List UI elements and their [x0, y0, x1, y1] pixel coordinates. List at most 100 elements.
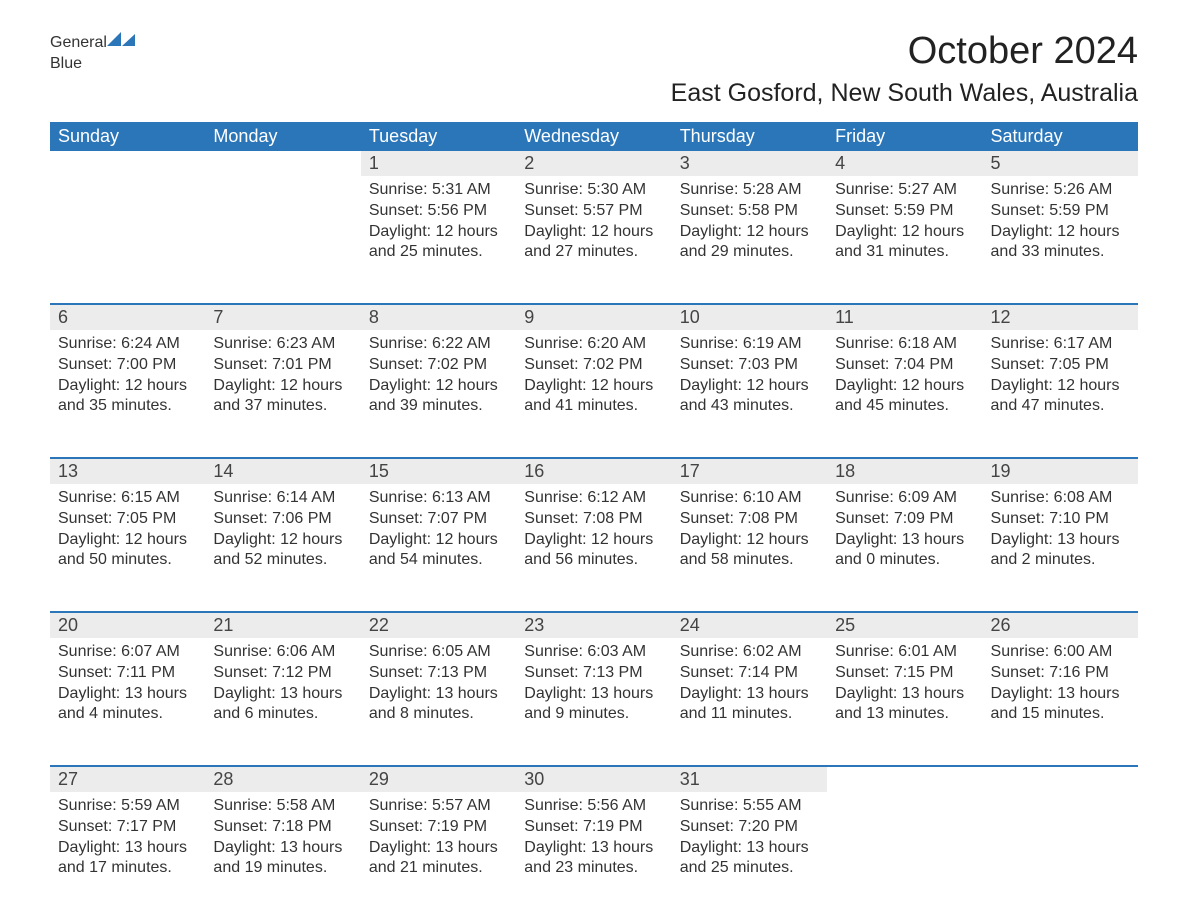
day-sr: Sunrise: 6:14 AM: [213, 488, 352, 509]
day-d2: and 8 minutes.: [369, 704, 508, 725]
day-number-row: 2728293031: [50, 766, 1138, 792]
day-sr: Sunrise: 6:09 AM: [835, 488, 974, 509]
day-ss: Sunset: 7:02 PM: [524, 355, 663, 376]
day-ss: Sunset: 7:12 PM: [213, 663, 352, 684]
day-ss: Sunset: 7:06 PM: [213, 509, 352, 530]
day-ss: Sunset: 7:05 PM: [991, 355, 1130, 376]
day-number-cell: 30: [516, 766, 671, 792]
day-number-cell: [205, 151, 360, 176]
day-number-cell: 6: [50, 304, 205, 330]
day-content-cell: Sunrise: 5:56 AMSunset: 7:19 PMDaylight:…: [516, 792, 671, 920]
day-d2: and 27 minutes.: [524, 242, 663, 263]
day-number-cell: 17: [672, 458, 827, 484]
day-d2: and 31 minutes.: [835, 242, 974, 263]
day-sr: Sunrise: 5:58 AM: [213, 796, 352, 817]
day-number-cell: 16: [516, 458, 671, 484]
day-content-cell: [205, 176, 360, 304]
day-content-cell: Sunrise: 6:05 AMSunset: 7:13 PMDaylight:…: [361, 638, 516, 766]
day-number-cell: 10: [672, 304, 827, 330]
day-d1: Daylight: 12 hours: [58, 530, 197, 551]
day-d1: Daylight: 13 hours: [213, 684, 352, 705]
day-ss: Sunset: 7:10 PM: [991, 509, 1130, 530]
day-ss: Sunset: 7:03 PM: [680, 355, 819, 376]
day-ss: Sunset: 7:09 PM: [835, 509, 974, 530]
day-sr: Sunrise: 6:20 AM: [524, 334, 663, 355]
day-d2: and 6 minutes.: [213, 704, 352, 725]
day-number-cell: 22: [361, 612, 516, 638]
day-d1: Daylight: 12 hours: [680, 222, 819, 243]
day-sr: Sunrise: 6:23 AM: [213, 334, 352, 355]
day-d2: and 25 minutes.: [369, 242, 508, 263]
day-ss: Sunset: 7:20 PM: [680, 817, 819, 838]
day-content-cell: Sunrise: 6:12 AMSunset: 7:08 PMDaylight:…: [516, 484, 671, 612]
day-content-cell: Sunrise: 6:23 AMSunset: 7:01 PMDaylight:…: [205, 330, 360, 458]
day-content-cell: Sunrise: 6:13 AMSunset: 7:07 PMDaylight:…: [361, 484, 516, 612]
logo-text-blue: Blue: [50, 55, 135, 73]
day-d2: and 47 minutes.: [991, 396, 1130, 417]
day-number-cell: 8: [361, 304, 516, 330]
day-sr: Sunrise: 5:31 AM: [369, 180, 508, 201]
day-sr: Sunrise: 5:26 AM: [991, 180, 1130, 201]
day-d1: Daylight: 12 hours: [58, 376, 197, 397]
day-d1: Daylight: 13 hours: [680, 684, 819, 705]
day-sr: Sunrise: 6:06 AM: [213, 642, 352, 663]
day-content-cell: Sunrise: 6:08 AMSunset: 7:10 PMDaylight:…: [983, 484, 1138, 612]
day-content-cell: Sunrise: 5:28 AMSunset: 5:58 PMDaylight:…: [672, 176, 827, 304]
day-d1: Daylight: 12 hours: [991, 376, 1130, 397]
day-d2: and 9 minutes.: [524, 704, 663, 725]
day-number-cell: 21: [205, 612, 360, 638]
day-content-cell: [50, 176, 205, 304]
day-sr: Sunrise: 6:10 AM: [680, 488, 819, 509]
day-header: Friday: [827, 122, 982, 151]
day-d1: Daylight: 12 hours: [991, 222, 1130, 243]
day-content-cell: Sunrise: 5:59 AMSunset: 7:17 PMDaylight:…: [50, 792, 205, 920]
day-d1: Daylight: 13 hours: [835, 530, 974, 551]
day-d2: and 35 minutes.: [58, 396, 197, 417]
day-content-cell: Sunrise: 6:19 AMSunset: 7:03 PMDaylight:…: [672, 330, 827, 458]
day-header: Sunday: [50, 122, 205, 151]
day-d1: Daylight: 12 hours: [213, 530, 352, 551]
day-number-cell: 29: [361, 766, 516, 792]
day-sr: Sunrise: 5:56 AM: [524, 796, 663, 817]
day-d1: Daylight: 13 hours: [835, 684, 974, 705]
day-d2: and 15 minutes.: [991, 704, 1130, 725]
day-content-cell: Sunrise: 5:27 AMSunset: 5:59 PMDaylight:…: [827, 176, 982, 304]
day-sr: Sunrise: 6:22 AM: [369, 334, 508, 355]
day-content-cell: Sunrise: 5:30 AMSunset: 5:57 PMDaylight:…: [516, 176, 671, 304]
day-ss: Sunset: 7:14 PM: [680, 663, 819, 684]
day-header-row: SundayMondayTuesdayWednesdayThursdayFrid…: [50, 122, 1138, 151]
day-content-cell: Sunrise: 6:00 AMSunset: 7:16 PMDaylight:…: [983, 638, 1138, 766]
day-number-cell: [983, 766, 1138, 792]
day-sr: Sunrise: 6:13 AM: [369, 488, 508, 509]
day-sr: Sunrise: 5:55 AM: [680, 796, 819, 817]
day-sr: Sunrise: 6:02 AM: [680, 642, 819, 663]
day-content-row: Sunrise: 5:31 AMSunset: 5:56 PM Daylight:…: [50, 176, 1138, 304]
day-d2: and 41 minutes.: [524, 396, 663, 417]
day-content-cell: Sunrise: 6:17 AMSunset: 7:05 PMDaylight:…: [983, 330, 1138, 458]
day-number-cell: 14: [205, 458, 360, 484]
page-title: October 2024: [908, 30, 1138, 73]
logo: General Blue: [50, 30, 135, 73]
day-content-cell: Sunrise: 6:03 AMSunset: 7:13 PMDaylight:…: [516, 638, 671, 766]
day-content-cell: Sunrise: 5:26 AMSunset: 5:59 PMDaylight:…: [983, 176, 1138, 304]
day-sr: Sunrise: 6:00 AM: [991, 642, 1130, 663]
day-ss: Sunset: 7:15 PM: [835, 663, 974, 684]
day-header: Tuesday: [361, 122, 516, 151]
day-number-cell: 4: [827, 151, 982, 176]
day-d2: and 4 minutes.: [58, 704, 197, 725]
day-d2: and 25 minutes.: [680, 858, 819, 879]
day-content-cell: [827, 792, 982, 920]
day-content-cell: Sunrise: 6:07 AMSunset: 7:11 PMDaylight:…: [50, 638, 205, 766]
flag-icon: [107, 30, 135, 55]
logo-text-general: General: [50, 34, 107, 52]
day-number-cell: 26: [983, 612, 1138, 638]
day-d1: Daylight: 12 hours: [369, 376, 508, 397]
day-header: Saturday: [983, 122, 1138, 151]
day-d1: Daylight: 13 hours: [213, 838, 352, 859]
day-number-cell: 3: [672, 151, 827, 176]
day-d2: and 0 minutes.: [835, 550, 974, 571]
day-d2: and 19 minutes.: [213, 858, 352, 879]
day-d1: Daylight: 13 hours: [680, 838, 819, 859]
day-ss: Sunset: 7:19 PM: [369, 817, 508, 838]
day-ss: Sunset: 5:56 PM: [369, 201, 508, 222]
